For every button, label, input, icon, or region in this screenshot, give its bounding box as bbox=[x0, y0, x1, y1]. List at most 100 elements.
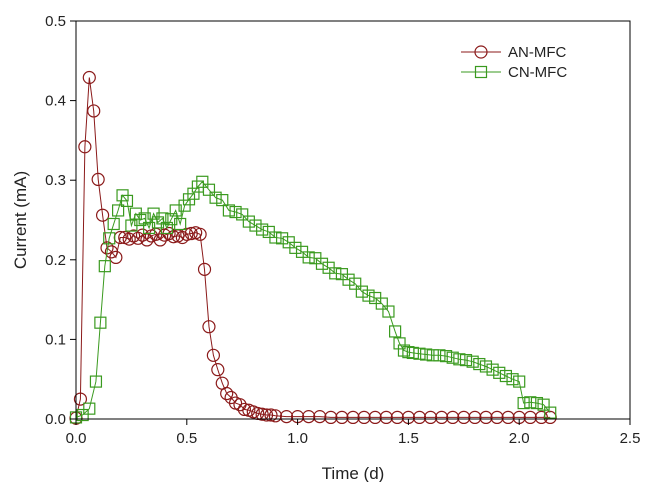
legend-item-cn-mfc: CN-MFC bbox=[461, 64, 567, 81]
data-point-an-mfc bbox=[197, 262, 212, 276]
data-point-an-mfc bbox=[184, 226, 198, 241]
data-point-an-mfc bbox=[78, 140, 92, 154]
x-tick-label: 1.5 bbox=[398, 430, 419, 447]
data-point-cn-mfc bbox=[120, 194, 134, 207]
data-point-cn-mfc bbox=[524, 396, 537, 409]
x-tick-label: 2.0 bbox=[509, 430, 530, 447]
y-tick-label: 0.4 bbox=[45, 93, 66, 110]
data-point-cn-mfc bbox=[506, 373, 519, 386]
y-tick-label: 0.0 bbox=[45, 411, 66, 428]
data-point-cn-mfc bbox=[76, 408, 89, 422]
plot-layer bbox=[69, 70, 557, 425]
data-point-an-mfc bbox=[412, 410, 427, 425]
legend-an-mfc-marker bbox=[474, 45, 488, 59]
data-point-an-mfc bbox=[220, 386, 234, 401]
data-point-an-mfc bbox=[180, 227, 194, 241]
data-point-an-mfc bbox=[91, 172, 105, 187]
data-point-cn-mfc bbox=[134, 213, 147, 227]
data-point-cn-mfc bbox=[103, 232, 116, 245]
x-tick-label: 0.0 bbox=[66, 430, 87, 447]
data-point-an-mfc bbox=[390, 410, 404, 425]
data-point-cn-mfc bbox=[242, 215, 255, 228]
legend-item-an-mfc: AN-MFC bbox=[461, 44, 566, 61]
data-point-cn-mfc bbox=[473, 357, 486, 371]
y-tick-label: 0.3 bbox=[45, 172, 66, 189]
data-point-an-mfc bbox=[82, 70, 96, 85]
data-point-cn-mfc bbox=[147, 207, 160, 220]
data-point-cn-mfc bbox=[89, 375, 103, 388]
data-point-an-mfc bbox=[87, 104, 101, 118]
data-point-cn-mfc bbox=[453, 353, 466, 366]
data-point-cn-mfc bbox=[406, 346, 419, 360]
data-point-cn-mfc bbox=[362, 289, 375, 302]
data-point-an-mfc bbox=[313, 410, 327, 424]
data-point-cn-mfc bbox=[289, 241, 302, 254]
data-point-an-mfc bbox=[423, 410, 438, 425]
data-point-cn-mfc bbox=[209, 191, 222, 204]
data-point-cn-mfc bbox=[393, 337, 406, 350]
data-point-an-mfc bbox=[73, 392, 88, 406]
axis-layer: 0.0 0.5 1.0 1.5 2.0 2.5 0.0 0.1 0.2 0.3 0.4 0.5 bbox=[45, 13, 640, 447]
data-point-cn-mfc bbox=[466, 355, 479, 368]
data-point-an-mfc bbox=[302, 410, 316, 424]
x-tick-label: 2.5 bbox=[620, 430, 641, 447]
data-point-cn-mfc bbox=[349, 277, 362, 290]
data-point-an-mfc bbox=[346, 410, 360, 425]
data-point-cn-mfc bbox=[329, 267, 342, 280]
data-point-cn-mfc bbox=[486, 363, 499, 376]
data-point-an-mfc bbox=[193, 227, 207, 241]
data-point-cn-mfc bbox=[202, 183, 216, 196]
y-tick-label: 0.1 bbox=[45, 331, 66, 348]
data-point-an-mfc bbox=[259, 408, 274, 422]
data-point-cn-mfc bbox=[216, 194, 229, 207]
data-point-cn-mfc bbox=[530, 396, 544, 410]
data-point-cn-mfc bbox=[446, 351, 459, 364]
data-point-cn-mfc bbox=[420, 348, 433, 361]
y-axis-title: Current (mA) bbox=[11, 171, 30, 269]
data-point-an-mfc bbox=[501, 410, 515, 425]
data-point-cn-mfc bbox=[236, 208, 249, 221]
series-line-cn-mfc bbox=[75, 181, 551, 418]
data-point-cn-mfc bbox=[138, 212, 151, 225]
legend: AN-MFC CN-MFC bbox=[461, 44, 567, 81]
data-point-an-mfc bbox=[202, 320, 216, 334]
data-point-an-mfc bbox=[435, 410, 449, 425]
y-tick-label: 0.2 bbox=[45, 252, 66, 269]
data-point-cn-mfc bbox=[156, 212, 169, 225]
data-point-cn-mfc bbox=[98, 260, 111, 273]
data-point-an-mfc bbox=[268, 409, 283, 423]
legend-cn-mfc-label: CN-MFC bbox=[508, 64, 567, 81]
data-point-cn-mfc bbox=[178, 199, 191, 212]
data-point-cn-mfc bbox=[499, 369, 513, 383]
data-point-cn-mfc bbox=[196, 175, 209, 188]
data-point-cn-mfc bbox=[479, 360, 493, 373]
data-point-an-mfc bbox=[166, 230, 181, 244]
data-point-cn-mfc bbox=[165, 213, 178, 226]
data-point-cn-mfc bbox=[112, 204, 125, 217]
data-point-cn-mfc bbox=[426, 349, 439, 362]
data-point-cn-mfc bbox=[513, 375, 526, 388]
data-point-an-mfc bbox=[357, 410, 371, 425]
data-point-cn-mfc bbox=[169, 204, 182, 217]
data-point-cn-mfc bbox=[537, 398, 550, 411]
data-point-cn-mfc bbox=[544, 406, 557, 419]
data-point-an-mfc bbox=[211, 363, 225, 377]
data-point-cn-mfc bbox=[187, 187, 200, 200]
y-tick-label: 0.5 bbox=[45, 13, 66, 30]
data-point-an-mfc bbox=[523, 410, 537, 425]
data-point-cn-mfc bbox=[94, 316, 107, 329]
data-point-an-mfc bbox=[279, 410, 294, 424]
data-point-cn-mfc bbox=[269, 231, 282, 244]
data-point-an-mfc bbox=[135, 228, 150, 242]
data-point-an-mfc bbox=[457, 410, 471, 425]
data-point-an-mfc bbox=[131, 231, 145, 245]
data-point-an-mfc bbox=[206, 348, 220, 362]
data-point-an-mfc bbox=[255, 407, 269, 421]
data-point-cn-mfc bbox=[389, 325, 402, 338]
data-point-cn-mfc bbox=[375, 297, 388, 310]
data-point-cn-mfc bbox=[275, 232, 289, 245]
x-axis-title: Time (d) bbox=[322, 464, 385, 482]
data-point-cn-mfc bbox=[413, 347, 426, 360]
